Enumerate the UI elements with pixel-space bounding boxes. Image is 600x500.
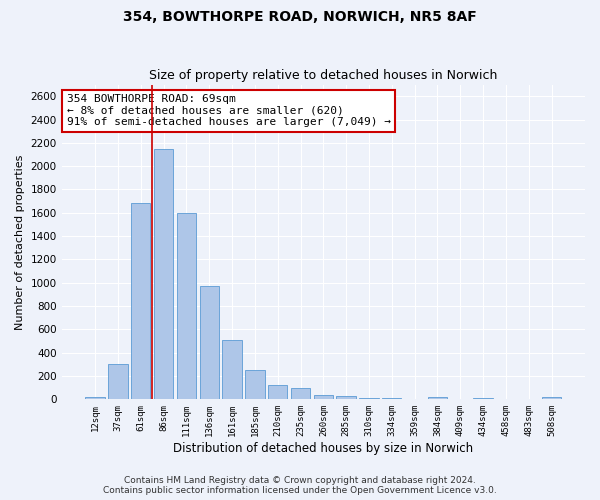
- Bar: [154, 148, 173, 400]
- Bar: [428, 397, 447, 400]
- Bar: [496, 399, 515, 400]
- Bar: [337, 396, 356, 400]
- Bar: [223, 340, 242, 400]
- Bar: [200, 286, 219, 400]
- Text: 354, BOWTHORPE ROAD, NORWICH, NR5 8AF: 354, BOWTHORPE ROAD, NORWICH, NR5 8AF: [123, 10, 477, 24]
- Bar: [359, 398, 379, 400]
- Bar: [473, 398, 493, 400]
- X-axis label: Distribution of detached houses by size in Norwich: Distribution of detached houses by size …: [173, 442, 473, 455]
- Y-axis label: Number of detached properties: Number of detached properties: [15, 154, 25, 330]
- Bar: [108, 364, 128, 400]
- Bar: [519, 399, 538, 400]
- Title: Size of property relative to detached houses in Norwich: Size of property relative to detached ho…: [149, 69, 497, 82]
- Bar: [542, 397, 561, 400]
- Bar: [382, 398, 401, 400]
- Bar: [245, 370, 265, 400]
- Bar: [314, 394, 333, 400]
- Bar: [405, 399, 424, 400]
- Bar: [451, 399, 470, 400]
- Bar: [291, 388, 310, 400]
- Bar: [131, 204, 151, 400]
- Bar: [177, 213, 196, 400]
- Text: Contains HM Land Registry data © Crown copyright and database right 2024.
Contai: Contains HM Land Registry data © Crown c…: [103, 476, 497, 495]
- Bar: [268, 386, 287, 400]
- Bar: [85, 397, 105, 400]
- Text: 354 BOWTHORPE ROAD: 69sqm
← 8% of detached houses are smaller (620)
91% of semi-: 354 BOWTHORPE ROAD: 69sqm ← 8% of detach…: [67, 94, 391, 127]
